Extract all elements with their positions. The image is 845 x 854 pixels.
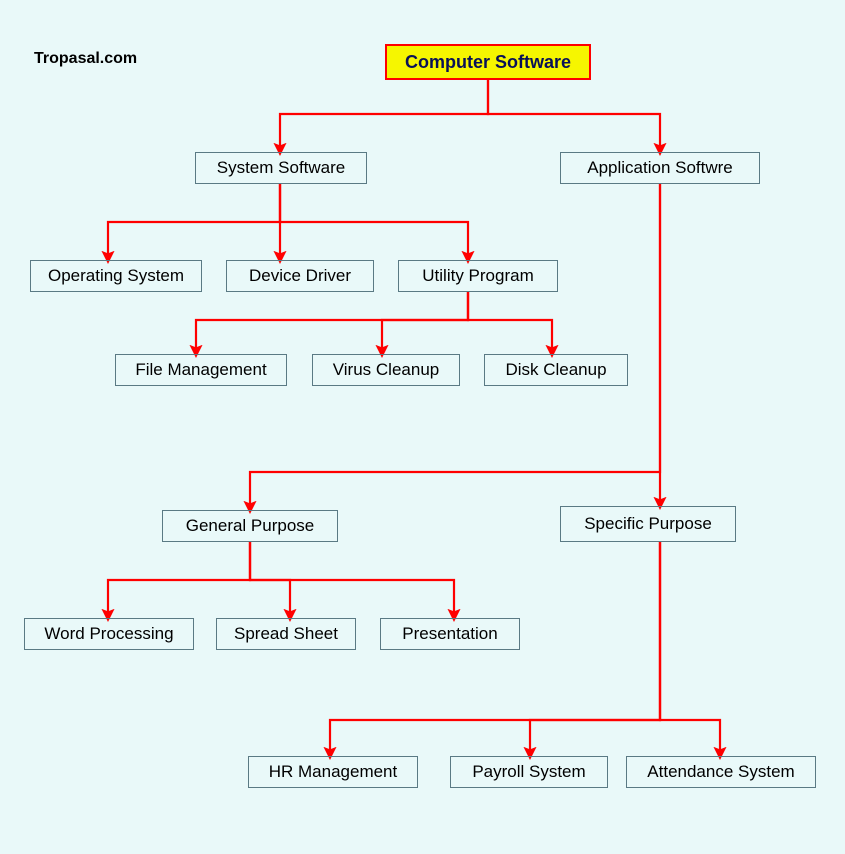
watermark-text: Tropasal.com bbox=[34, 50, 137, 68]
edge bbox=[280, 184, 468, 260]
node-hr: HR Management bbox=[248, 756, 418, 788]
node-util: Utility Program bbox=[398, 260, 558, 292]
node-root: Computer Software bbox=[385, 44, 591, 80]
node-virus: Virus Cleanup bbox=[312, 354, 460, 386]
edge bbox=[108, 542, 250, 618]
edge bbox=[468, 292, 552, 354]
node-word: Word Processing bbox=[24, 618, 194, 650]
node-app: Application Softwre bbox=[560, 152, 760, 184]
node-disk: Disk Cleanup bbox=[484, 354, 628, 386]
node-attend: Attendance System bbox=[626, 756, 816, 788]
edge bbox=[250, 542, 454, 618]
edge bbox=[530, 542, 660, 756]
node-sys: System Software bbox=[195, 152, 367, 184]
node-gen: General Purpose bbox=[162, 510, 338, 542]
edge bbox=[108, 184, 280, 260]
node-os: Operating System bbox=[30, 260, 202, 292]
node-filemgmt: File Management bbox=[115, 354, 287, 386]
edge bbox=[488, 80, 660, 152]
edge bbox=[250, 184, 660, 510]
node-spread: Spread Sheet bbox=[216, 618, 356, 650]
edges-layer bbox=[0, 0, 845, 854]
edge bbox=[280, 80, 488, 152]
diagram-canvas: Tropasal.com Computer Software System Sof… bbox=[0, 0, 845, 854]
edge bbox=[250, 542, 290, 618]
node-spec: Specific Purpose bbox=[560, 506, 736, 542]
edge bbox=[196, 292, 468, 354]
edge bbox=[382, 292, 468, 354]
node-drv: Device Driver bbox=[226, 260, 374, 292]
node-pres: Presentation bbox=[380, 618, 520, 650]
edge bbox=[660, 542, 720, 756]
node-payroll: Payroll System bbox=[450, 756, 608, 788]
